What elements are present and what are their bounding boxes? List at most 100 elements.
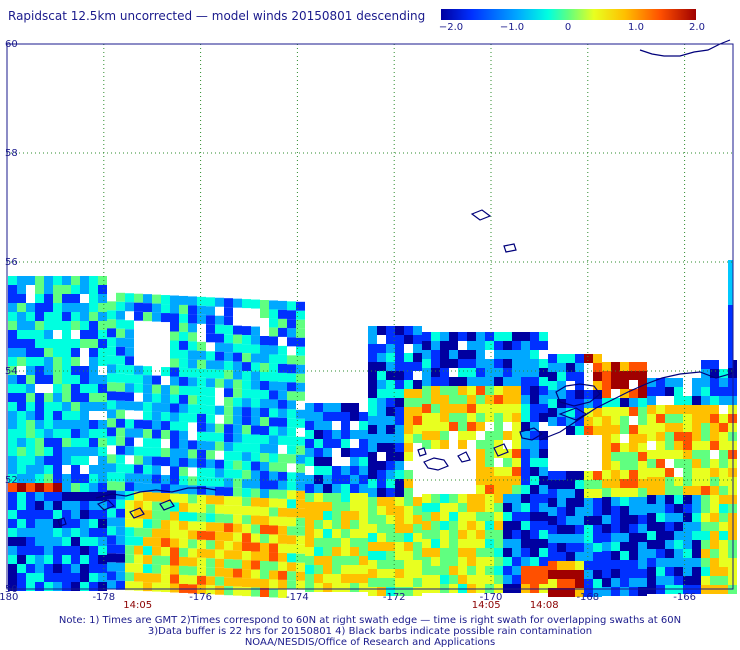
swath-cell bbox=[566, 471, 575, 480]
swath-cell bbox=[8, 330, 17, 339]
swath-cell bbox=[17, 294, 26, 303]
swath-cell bbox=[440, 575, 449, 584]
swath-cell bbox=[260, 462, 269, 471]
swath-cell bbox=[395, 407, 404, 416]
swath-cell bbox=[269, 462, 278, 472]
swath-cell bbox=[269, 354, 278, 364]
swath-cell bbox=[134, 383, 143, 393]
swath-cell bbox=[53, 456, 62, 465]
swath-cell bbox=[125, 338, 134, 348]
swath-cell bbox=[224, 514, 233, 524]
swath-cell bbox=[467, 521, 476, 530]
swath-cell bbox=[674, 531, 683, 540]
swath-cell bbox=[719, 486, 728, 495]
swath-cell bbox=[278, 408, 287, 418]
swath-cell bbox=[26, 402, 35, 411]
swath-cell bbox=[44, 474, 53, 483]
swath-cell bbox=[395, 326, 404, 335]
swath-cell bbox=[152, 501, 161, 511]
swath-cell bbox=[413, 326, 422, 335]
swath-cell bbox=[8, 528, 17, 537]
swath-cell bbox=[629, 425, 638, 434]
swath-cell bbox=[494, 566, 503, 575]
swath-cell bbox=[413, 578, 422, 587]
swath-cell bbox=[557, 525, 566, 534]
swath-cell bbox=[440, 413, 449, 422]
swath-cell bbox=[530, 557, 539, 566]
swath-cell bbox=[107, 328, 116, 338]
swath-cell bbox=[161, 511, 170, 521]
swath-cell bbox=[71, 276, 80, 285]
swath-cell bbox=[197, 530, 206, 540]
swath-cell bbox=[494, 512, 503, 521]
swath-cell bbox=[80, 393, 89, 402]
swath-cell bbox=[278, 399, 287, 409]
swath-cell bbox=[260, 471, 269, 480]
swath-time-label: 14:05 bbox=[472, 600, 501, 611]
swath-cell bbox=[89, 483, 98, 492]
swath-cell bbox=[215, 432, 224, 442]
swath-cell bbox=[692, 558, 701, 567]
swath-cell bbox=[386, 452, 395, 461]
swath-cell bbox=[8, 321, 17, 330]
swath-cell bbox=[656, 441, 665, 450]
swath-cell bbox=[98, 519, 107, 528]
swath-cell bbox=[170, 547, 179, 557]
swath-cell bbox=[296, 364, 305, 374]
swath-cell bbox=[269, 471, 278, 481]
swath-cell bbox=[575, 516, 584, 525]
swath-cell bbox=[269, 489, 278, 499]
swath-cell bbox=[386, 398, 395, 407]
lon-tick-label: -178 bbox=[92, 592, 115, 603]
swath-cell bbox=[404, 578, 413, 587]
swath-cell bbox=[674, 405, 683, 414]
swath-cell bbox=[35, 519, 44, 528]
swath-cell bbox=[44, 456, 53, 465]
swath-cell bbox=[476, 350, 485, 359]
swath-cell bbox=[485, 494, 494, 503]
swath-cell bbox=[638, 380, 647, 389]
swath-cell bbox=[584, 525, 593, 534]
swath-cell bbox=[440, 521, 449, 530]
swath-cell bbox=[80, 330, 89, 339]
swath-cell bbox=[476, 521, 485, 530]
swath-cell bbox=[206, 567, 215, 577]
swath-cell bbox=[530, 503, 539, 512]
swath-cell bbox=[53, 492, 62, 501]
swath-cell bbox=[233, 514, 242, 524]
swath-cell bbox=[323, 538, 332, 547]
swath-cell bbox=[197, 494, 206, 504]
swath-cell bbox=[251, 461, 260, 471]
swath-cell bbox=[242, 344, 251, 354]
swath-cell bbox=[368, 533, 377, 542]
swath-cell bbox=[512, 494, 521, 503]
swath-cell bbox=[260, 588, 269, 597]
swath-cell bbox=[89, 528, 98, 537]
swath-cell bbox=[629, 560, 638, 569]
swath-cell bbox=[521, 359, 530, 368]
swath-cell bbox=[179, 502, 188, 512]
swath-cell bbox=[602, 443, 611, 452]
swath-cell bbox=[341, 466, 350, 475]
swath-cell bbox=[233, 577, 242, 587]
swath-cell bbox=[413, 587, 422, 596]
swath-cell bbox=[89, 546, 98, 555]
swath-cell bbox=[503, 386, 512, 395]
swath-cell bbox=[719, 378, 728, 387]
swath-cell bbox=[692, 540, 701, 549]
swath-cell bbox=[440, 548, 449, 557]
swath-cell bbox=[296, 418, 305, 428]
swath-cell bbox=[215, 504, 224, 514]
swath-cell bbox=[422, 530, 431, 539]
swath-cell bbox=[143, 294, 152, 304]
swath-cell bbox=[332, 502, 341, 511]
swath-cell bbox=[233, 334, 242, 344]
swath-cell bbox=[152, 447, 161, 457]
swath-cell bbox=[224, 298, 233, 308]
swath-cell bbox=[98, 276, 107, 285]
swath-cell bbox=[62, 393, 71, 402]
swath-cell bbox=[422, 404, 431, 413]
swath-cell bbox=[494, 485, 503, 494]
swath-cell bbox=[179, 529, 188, 539]
swath-cell bbox=[98, 438, 107, 447]
